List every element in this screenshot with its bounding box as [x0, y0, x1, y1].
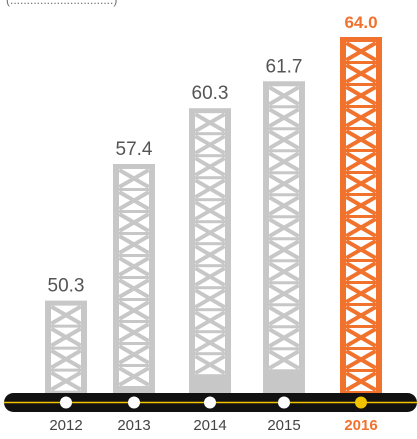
lattice-cross	[345, 85, 377, 106]
lattice-cross	[345, 349, 377, 370]
lattice-cross	[268, 195, 300, 216]
value-label-2014: 60.3	[192, 83, 229, 104]
lattice-cross	[194, 332, 226, 353]
lattice-cross	[268, 261, 300, 282]
lattice-cross	[345, 129, 377, 150]
lattice-cross	[194, 222, 226, 243]
lattice-cross	[50, 370, 82, 392]
lattice-cross	[345, 327, 377, 348]
lattice-cross	[118, 234, 150, 255]
lattice-cross	[194, 244, 226, 265]
lattice-cross	[118, 344, 150, 365]
lattice-cross	[268, 85, 300, 106]
lattice-cross	[268, 107, 300, 128]
lattice-cross	[118, 212, 150, 233]
lattice-cross	[268, 327, 300, 348]
chart-caption: (...............................)	[6, 0, 117, 7]
lattice-cross	[345, 107, 377, 128]
lattice-cross	[118, 322, 150, 343]
lattice-cross	[50, 326, 82, 348]
labels-group: 50.3 2012 57.4 2013 60.3 2014 61.7 2015 64.0 2016	[48, 13, 378, 434]
lattice-cross	[345, 173, 377, 194]
axis-dot-2016	[355, 396, 367, 409]
lattice-cross	[50, 348, 82, 370]
lattice-cross	[118, 256, 150, 277]
lattice-cross	[194, 266, 226, 287]
axis-dot-2014	[204, 396, 216, 409]
lattice-cross	[118, 300, 150, 321]
lattice-cross	[268, 239, 300, 260]
value-label-2012: 50.3	[48, 276, 85, 297]
lattice-cross	[194, 288, 226, 309]
lattice-cross	[268, 129, 300, 150]
lattice-cross	[345, 283, 377, 304]
lattice-cross	[268, 283, 300, 304]
year-label-2014: 2014	[193, 417, 226, 434]
value-label-2015: 61.7	[266, 56, 303, 77]
lattice-cross	[118, 190, 150, 211]
lattice-cross	[345, 239, 377, 260]
year-label-2016: 2016	[344, 417, 377, 434]
lattice-cross	[345, 217, 377, 238]
lattice-cross	[268, 173, 300, 194]
year-label-2015: 2015	[267, 417, 300, 434]
bar-2013	[113, 164, 155, 393]
lattice-cross	[118, 168, 150, 189]
lattice-cross	[345, 151, 377, 172]
lattice-cross	[194, 178, 226, 199]
lattice-cross	[194, 200, 226, 221]
lattice-cross	[194, 134, 226, 155]
lattice-cross	[268, 151, 300, 172]
axis-dot-2013	[128, 396, 140, 409]
lattice-cross	[194, 112, 226, 133]
lattice-cross	[345, 195, 377, 216]
bars-group	[45, 37, 382, 393]
bar-2014	[189, 108, 231, 393]
lattice-cross	[194, 310, 226, 331]
year-label-2013: 2013	[117, 417, 150, 434]
lattice-cross	[345, 41, 377, 62]
lattice-cross	[345, 261, 377, 282]
bar-2012	[45, 300, 87, 393]
lattice-cross	[268, 349, 300, 370]
lattice-cross	[118, 278, 150, 299]
lattice-cross	[268, 305, 300, 326]
axis-dot-2012	[60, 396, 72, 409]
bar-2016	[340, 37, 382, 393]
lattice-cross	[268, 217, 300, 238]
lattice-cross	[345, 63, 377, 84]
lattice-cross	[194, 156, 226, 177]
lattice-cross	[345, 371, 377, 392]
lattice-cross	[50, 304, 82, 326]
lattice-cross	[118, 366, 150, 387]
value-label-2016: 64.0	[344, 13, 377, 32]
year-label-2012: 2012	[49, 417, 82, 434]
lattice-cross	[194, 354, 226, 375]
lattice-cross	[345, 305, 377, 326]
value-label-2013: 57.4	[116, 139, 153, 160]
axis-dot-2015	[278, 396, 290, 409]
timeline-axis	[4, 393, 417, 412]
bar-2015	[263, 81, 305, 393]
